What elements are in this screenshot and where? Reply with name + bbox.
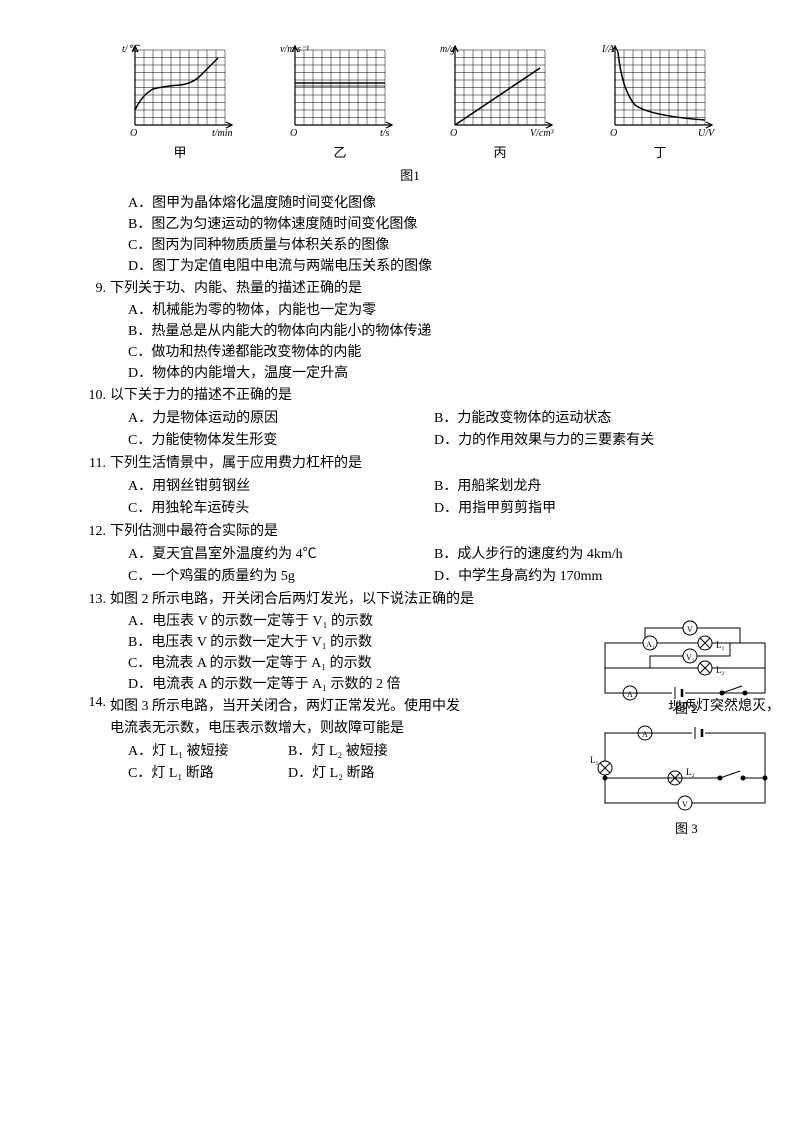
q12-options: A．夏天宜昌室外温度约为 4℃ B．成人步行的速度约为 4km/h C．一个鸡蛋…: [128, 542, 740, 586]
q11-num: 11.: [80, 456, 106, 472]
chart-bing: m/g O V/cm³ 丙: [440, 40, 560, 161]
xlabel: t/s: [380, 128, 390, 139]
q8-opt-a: A．图甲为晶体熔化温度随时间变化图像: [128, 192, 740, 212]
origin: O: [610, 128, 617, 139]
q9-stem: 下列关于功、内能、热量的描述正确的是: [110, 281, 362, 296]
origin: O: [130, 128, 137, 139]
svg-text:L₁: L₁: [590, 755, 599, 765]
circuit-diagrams: A₁ L₁ L₂ V₁ V A: [590, 588, 780, 843]
ylabel: I/A: [601, 44, 615, 55]
q10: 10. 以下关于力的描述不正确的是: [80, 384, 740, 404]
q9-options: A．机械能为零的物体，内能也一定为零 B．热量总是从内能大的物体向内能小的物体传…: [128, 299, 740, 382]
q9: 9. 下列关于功、内能、热量的描述正确的是: [80, 277, 740, 297]
chart-yi-svg: v/m·s⁻¹ O t/s: [280, 40, 400, 140]
ylabel: t/℃: [122, 44, 141, 55]
grid: [135, 50, 225, 125]
svg-text:L₂: L₂: [716, 665, 725, 675]
xlabel: V/cm³: [530, 128, 555, 139]
q12-opt-d: D．中学生身高约为 170mm: [434, 565, 740, 585]
q9-opt-c: C．做功和热传递都能改变物体的内能: [128, 341, 740, 361]
q12-opt-a: A．夏天宜昌室外温度约为 4℃: [128, 543, 434, 563]
q11-options: A．用钢丝钳剪钢丝 B．用船桨划龙舟 C．用独轮车运砖头 D．用指甲剪剪指甲: [128, 474, 740, 518]
chart-sub-bing: 丙: [440, 142, 560, 161]
q11: 11. 下列生活情景中，属于应用费力杠杆的是: [80, 452, 740, 472]
svg-text:V₁: V₁: [686, 653, 695, 662]
q12-opt-b: B．成人步行的速度约为 4km/h: [434, 543, 740, 563]
circuits-svg: A₁ L₁ L₂ V₁ V A: [590, 588, 780, 838]
origin: O: [450, 128, 457, 139]
exam-page: t/℃ O t/min 甲 v/m: [0, 0, 800, 823]
q14-opt-a: A．灯 L₁ 被短接: [128, 740, 288, 760]
figure-1-caption: 图1: [80, 165, 740, 184]
svg-text:A: A: [642, 730, 648, 739]
q11-opt-b: B．用船桨划龙舟: [434, 475, 740, 495]
q14-opt-d: D．灯 L₂ 断路: [288, 762, 375, 782]
q9-opt-a: A．机械能为零的物体，内能也一定为零: [128, 299, 740, 319]
q9-opt-b: B．热量总是从内能大的物体向内能小的物体传递: [128, 320, 740, 340]
svg-text:V: V: [687, 625, 693, 634]
fig2-caption: 图 2: [675, 701, 698, 716]
q12-num: 12.: [80, 524, 106, 540]
ylabel: v/m·s⁻¹: [280, 44, 309, 55]
svg-text:A₁: A₁: [646, 640, 655, 649]
q8-options: A．图甲为晶体熔化温度随时间变化图像 B．图乙为匀速运动的物体速度随时间变化图像…: [128, 192, 740, 275]
xlabel: t/min: [212, 128, 233, 139]
q10-num: 10.: [80, 388, 106, 404]
q11-opt-d: D．用指甲剪剪指甲: [434, 497, 740, 517]
chart-sub-jia: 甲: [120, 142, 240, 161]
figure-1-charts: t/℃ O t/min 甲 v/m: [120, 40, 720, 161]
origin: O: [290, 128, 297, 139]
q9-opt-d: D．物体的内能增大，温度一定升高: [128, 362, 740, 382]
chart-bing-svg: m/g O V/cm³: [440, 40, 560, 140]
q13-stem: 如图 2 所示电路，开关闭合后两灯发光，以下说法正确的是: [110, 592, 474, 607]
q11-stem: 下列生活情景中，属于应用费力杠杆的是: [110, 456, 362, 471]
chart-jia: t/℃ O t/min 甲: [120, 40, 240, 161]
q10-stem: 以下关于力的描述不正确的是: [110, 388, 292, 403]
chart-yi: v/m·s⁻¹ O t/s 乙: [280, 40, 400, 161]
q10-opt-d: D．力的作用效果与力的三要素有关: [434, 429, 740, 449]
q8-opt-d: D．图丁为定值电阻中电流与两端电压关系的图像: [128, 255, 740, 275]
q12-stem: 下列估测中最符合实际的是: [110, 524, 278, 539]
chart-sub-yi: 乙: [280, 142, 400, 161]
q14-stem-a: 如图 3 所示电路，当开关闭合，两灯正常发光。使用中发: [110, 695, 500, 715]
fig3-caption: 图 3: [675, 821, 698, 836]
q14-opt-c: C．灯 L₁ 断路: [128, 762, 288, 782]
q11-opt-a: A．用钢丝钳剪钢丝: [128, 475, 434, 495]
svg-text:A: A: [627, 690, 633, 699]
q12-opt-c: C．一个鸡蛋的质量约为 5g: [128, 565, 434, 585]
q10-opt-b: B．力能改变物体的运动状态: [434, 407, 740, 427]
chart-ding-svg: I/A O U/V: [600, 40, 720, 140]
q10-options: A．力是物体运动的原因 B．力能改变物体的运动状态 C．力能使物体发生形变 D．…: [128, 406, 740, 450]
q14-opt-b: B．灯 L₂ 被短接: [288, 740, 388, 760]
q13-q14-block: A₁ L₁ L₂ V₁ V A: [80, 588, 740, 783]
q12: 12. 下列估测中最符合实际的是: [80, 520, 740, 540]
q14-num: 14.: [80, 695, 106, 715]
chart-sub-ding: 丁: [600, 142, 720, 161]
q8-opt-c: C．图丙为同种物质质量与体积关系的图像: [128, 234, 740, 254]
q13-num: 13.: [80, 592, 106, 608]
chart-ding: I/A O U/V 丁: [600, 40, 720, 161]
svg-text:L₁: L₁: [716, 640, 725, 650]
q10-opt-c: C．力能使物体发生形变: [128, 429, 434, 449]
svg-text:V: V: [682, 800, 688, 809]
q11-opt-c: C．用独轮车运砖头: [128, 497, 434, 517]
ylabel: m/g: [440, 44, 455, 55]
svg-text:L₂: L₂: [686, 767, 695, 777]
q9-num: 9.: [80, 281, 106, 297]
q8-opt-b: B．图乙为匀速运动的物体速度随时间变化图像: [128, 213, 740, 233]
xlabel: U/V: [698, 128, 716, 139]
chart-jia-svg: t/℃ O t/min: [120, 40, 240, 140]
q10-opt-a: A．力是物体运动的原因: [128, 407, 434, 427]
